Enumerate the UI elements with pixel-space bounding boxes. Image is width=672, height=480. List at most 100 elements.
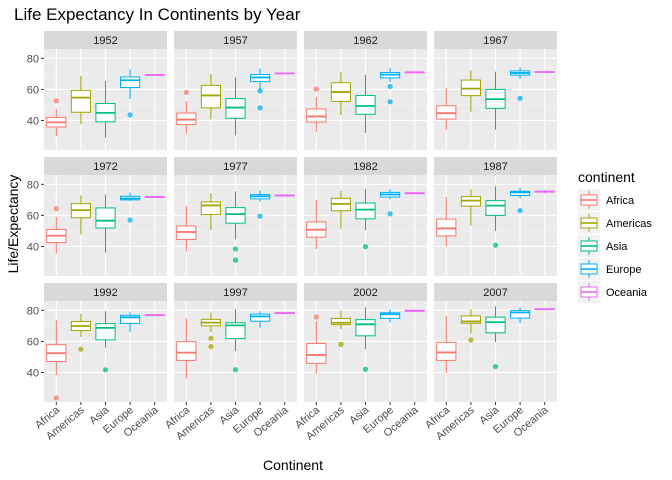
outlier-point (468, 337, 474, 343)
facet-strip (174, 157, 297, 175)
facet-panel-1982: 1982 (304, 157, 427, 276)
box-iqr (200, 84, 221, 109)
facet-strip (44, 31, 167, 49)
facet-strip (304, 283, 427, 301)
box-africa (46, 98, 67, 137)
legend-entry-oceania: Oceania (578, 281, 648, 303)
outlier-point (102, 367, 109, 373)
y-tick-label: 80 (27, 305, 39, 317)
box-europe (380, 68, 401, 105)
box-asia (355, 188, 376, 250)
box-asia (225, 77, 246, 136)
outlier-point (183, 89, 189, 95)
box-africa (436, 196, 457, 247)
box-asia (95, 194, 116, 253)
facet-strip (174, 283, 297, 301)
facet-strip-label: 2007 (483, 287, 507, 299)
facet-strip-label: 1997 (223, 287, 247, 299)
box-iqr (250, 313, 271, 322)
box-iqr (306, 108, 327, 123)
facet-panel-1962: 1962 (304, 31, 427, 150)
y-tick-label: 40 (27, 367, 39, 379)
facet-strip (44, 157, 167, 175)
box-europe (250, 311, 271, 328)
box-americas (70, 195, 91, 235)
box-asia (225, 309, 246, 373)
box-europe (380, 309, 401, 323)
outlier-point (53, 98, 59, 104)
box-africa (46, 206, 67, 254)
outlier-point (313, 86, 319, 92)
box-asia (225, 191, 246, 263)
y-tick-label: 60 (27, 84, 39, 96)
outlier-point (387, 99, 393, 105)
outlier-point (257, 213, 263, 219)
box-iqr (355, 94, 376, 115)
box-oceania (534, 71, 555, 73)
box-europe (120, 312, 141, 333)
outlier-point (257, 105, 263, 111)
box-asia (355, 307, 376, 372)
facet-panel-1972: 1972 40 60 80 (27, 157, 167, 276)
outlier-point (362, 366, 369, 372)
box-oceania (274, 312, 295, 315)
box-americas (70, 75, 91, 125)
box-oceania (144, 196, 165, 198)
box-americas (460, 70, 481, 112)
outlier-point (232, 367, 239, 373)
facet-strip (304, 157, 427, 175)
outlier-point (387, 211, 393, 217)
box-iqr (120, 76, 141, 89)
outlier-point (208, 343, 214, 350)
chart-title: Life Expectancy In Continents by Year (14, 5, 301, 24)
box-americas (200, 193, 221, 231)
box-africa (176, 318, 197, 379)
box-iqr (95, 207, 116, 229)
box-oceania (404, 309, 425, 312)
y-tick-label: 60 (27, 336, 39, 348)
legend-label: Asia (606, 241, 628, 253)
box-americas (70, 313, 91, 352)
facet-panel-1977: 1977 (174, 157, 297, 276)
box-africa (436, 88, 457, 130)
outlier-point (517, 207, 523, 214)
outlier-point (362, 244, 369, 250)
box-iqr (200, 201, 221, 216)
box-iqr (95, 323, 116, 341)
y-tick-label: 60 (27, 210, 39, 222)
box-iqr (225, 207, 246, 224)
outlier-point (78, 346, 84, 352)
box-americas (330, 190, 351, 229)
facet-strip-label: 2002 (353, 287, 377, 299)
box-europe (510, 67, 531, 101)
y-tick-label: 80 (27, 53, 39, 65)
facet-strip-label: 1962 (353, 35, 377, 47)
facet-strip-label: 1977 (223, 161, 247, 173)
legend-label: Africa (606, 195, 635, 207)
box-africa (306, 200, 327, 249)
legend-label: Americas (606, 218, 652, 230)
box-iqr (436, 341, 457, 361)
box-iqr (70, 89, 91, 113)
y-tick-label: 80 (27, 179, 39, 191)
facet-strip (434, 283, 557, 301)
outlier-point (232, 257, 239, 263)
box-africa (306, 86, 327, 132)
outlier-point (232, 246, 239, 252)
outlier-point (517, 95, 523, 101)
box-oceania (274, 72, 295, 75)
legend-entry-asia: Asia (578, 235, 628, 257)
legend-title: continent (578, 169, 635, 185)
facet-strip (174, 31, 297, 49)
outlier-point (387, 83, 393, 90)
facet-strip-label: 1957 (223, 35, 247, 47)
box-oceania (534, 190, 555, 194)
box-europe (510, 307, 531, 324)
box-americas (330, 71, 351, 116)
facet-strip-label: 1952 (93, 35, 117, 47)
box-oceania (404, 71, 425, 74)
legend-entry-americas: Americas (578, 212, 652, 234)
